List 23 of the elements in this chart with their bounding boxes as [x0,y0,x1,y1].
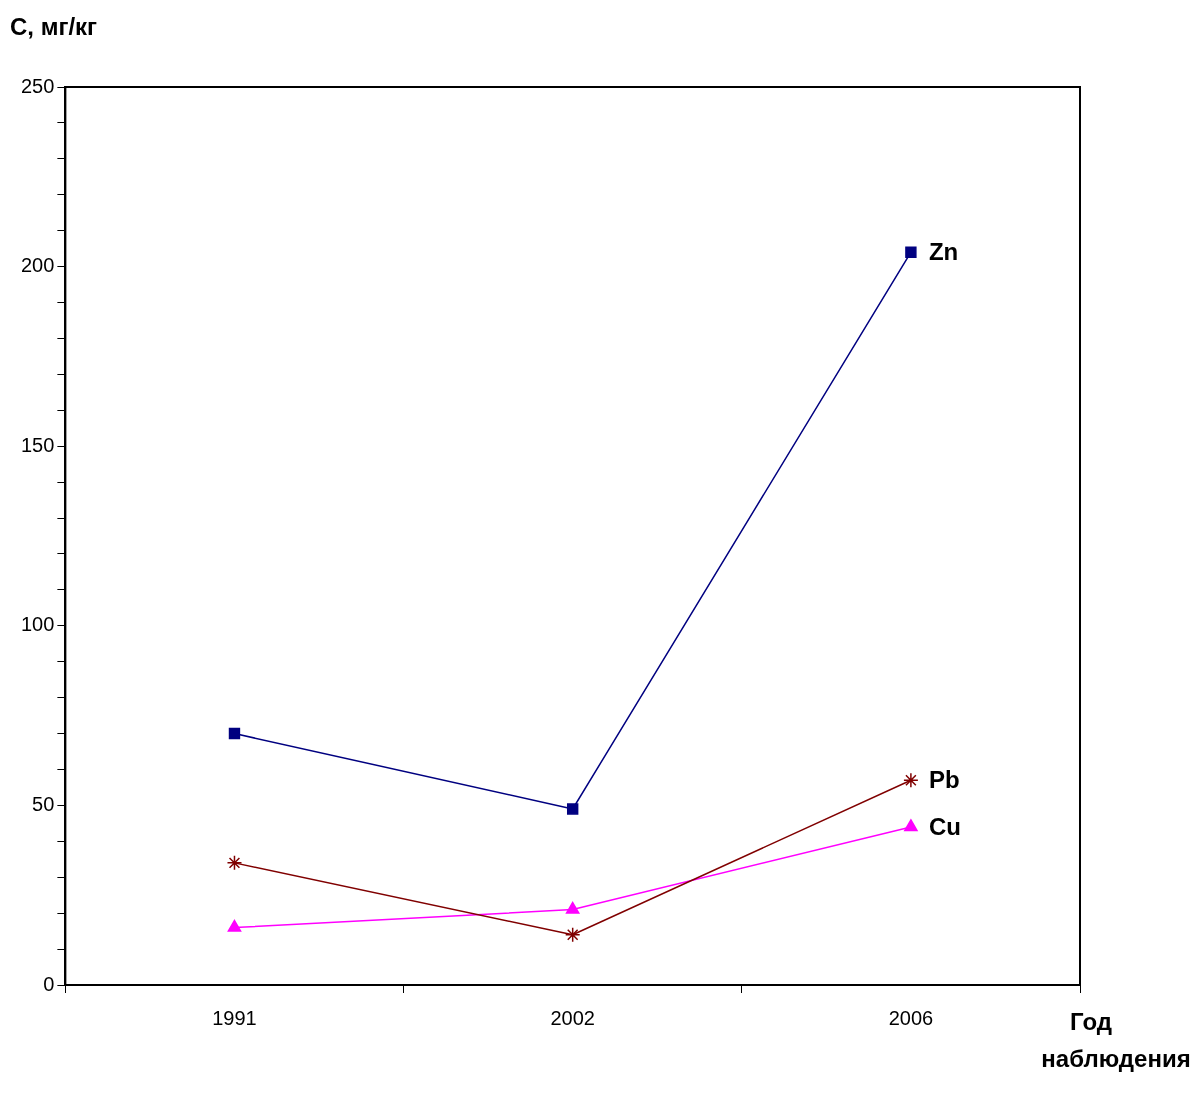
series-label: Zn [928,237,959,265]
y-tick-label: 100 [20,613,55,636]
y-tick-label: 50 [32,792,55,815]
y-axis-title: C, мг/кг [10,12,98,40]
point [905,246,917,258]
series-label: Pb [928,765,960,793]
x-tick-label: 1991 [212,1006,257,1029]
series-label: Cu [928,812,961,840]
point [228,727,241,740]
point [227,919,242,932]
point [566,803,579,815]
y-tick-label: 200 [20,254,55,277]
point [564,926,581,943]
x-tick-label: 2002 [550,1006,595,1029]
point [226,855,243,871]
point [904,819,918,832]
y-tick-label: 250 [20,74,55,97]
point [903,772,919,789]
y-tick-label: 0 [43,972,55,995]
x-tick-label: 2006 [888,1006,934,1029]
x-axis-title: Год наблюдения [1041,1007,1191,1072]
y-tick-label: 150 [20,433,55,456]
point [565,901,580,914]
